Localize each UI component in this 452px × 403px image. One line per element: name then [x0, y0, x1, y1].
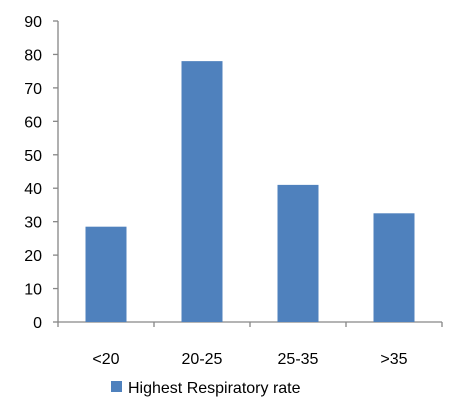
y-tick-label: 10 — [24, 282, 42, 299]
bar — [277, 184, 319, 322]
bar — [85, 226, 127, 322]
y-tick-label: 0 — [33, 315, 42, 332]
y-tick-label: 70 — [24, 81, 42, 98]
y-tick-label: 90 — [24, 14, 42, 31]
y-axis: 0 10 20 30 40 50 60 70 80 90 — [24, 14, 59, 332]
legend: Highest Respiratory rate — [111, 380, 301, 397]
y-tick-label: 60 — [24, 114, 42, 131]
y-tick-label: 80 — [24, 47, 42, 64]
x-tick-label: <20 — [92, 351, 119, 368]
legend-swatch — [111, 381, 122, 392]
x-tick-label: 20-25 — [182, 351, 223, 368]
x-tick-label: >35 — [380, 351, 407, 368]
legend-label: Highest Respiratory rate — [128, 380, 301, 397]
y-tick-label: 30 — [24, 215, 42, 232]
x-axis: <20 20-25 25-35 >35 — [57, 321, 443, 368]
y-tick-label: 20 — [24, 248, 42, 265]
bars — [85, 61, 415, 323]
y-tick-label: 40 — [24, 181, 42, 198]
bar — [181, 61, 223, 323]
x-tick-label: 25-35 — [278, 351, 319, 368]
bar — [373, 213, 415, 322]
y-tick-label: 50 — [24, 148, 42, 165]
